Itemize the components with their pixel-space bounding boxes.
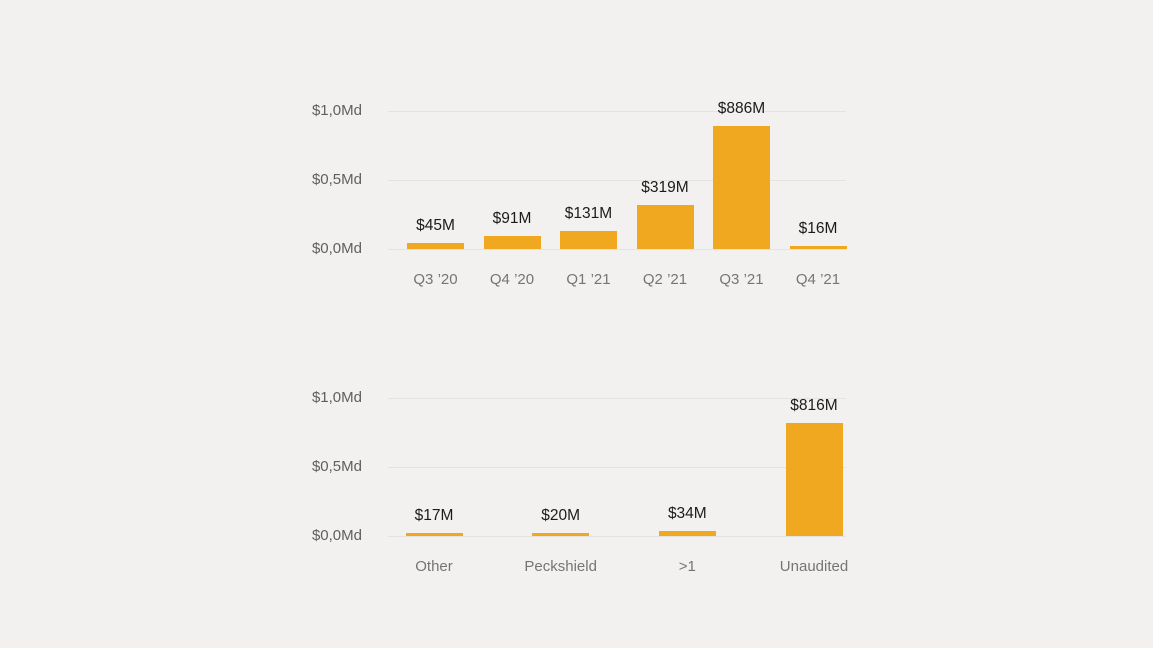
bar (713, 126, 770, 249)
x-axis-label: Q1 ’21 (566, 271, 611, 288)
gridline (388, 249, 846, 250)
bar-value-label: $34M (667, 505, 707, 522)
x-axis-label: Q4 ’20 (489, 271, 535, 288)
bar (785, 423, 843, 536)
bar-value-label: $319M (641, 179, 689, 196)
y-axis-tick-label: $1,0Md (311, 388, 362, 406)
x-axis-label: Q3 ’21 (719, 271, 764, 288)
y-axis-tick-label: $0,0Md (311, 527, 362, 544)
x-axis-label: Other (415, 558, 453, 575)
x-axis-label: >1 (678, 558, 696, 575)
bar-value-label: $20M (541, 507, 581, 524)
bar-value-label: $886M (717, 100, 766, 117)
bar-value-label: $17M (414, 507, 454, 524)
bar (636, 205, 694, 249)
y-axis-tick-label: $0,0Md (311, 240, 362, 257)
gridline (388, 466, 846, 468)
y-axis-tick-label: $0,5Md (311, 170, 362, 188)
bar (658, 531, 716, 536)
gridline (388, 536, 846, 537)
x-axis-label: Q2 ’21 (642, 271, 688, 288)
x-axis-label: Unaudited (779, 558, 849, 575)
bar-value-label: $91M (492, 210, 532, 227)
x-axis-label: Peckshield (524, 558, 597, 575)
bar (483, 236, 541, 249)
bar (560, 231, 617, 249)
x-axis-label: Q4 ’21 (795, 271, 841, 288)
y-axis-tick-label: $0,5Md (311, 457, 362, 475)
bar-value-label: $131M (564, 205, 613, 222)
bar-value-label: $16M (798, 220, 838, 237)
bar-value-label: $45M (416, 217, 455, 234)
bar (405, 533, 463, 536)
gridline (388, 110, 846, 112)
y-axis-tick-label: $1,0Md (311, 101, 362, 119)
bar (789, 246, 847, 249)
bar (407, 243, 464, 249)
bar (532, 533, 590, 536)
x-axis-label: Q3 ’20 (413, 271, 458, 288)
gridline (388, 179, 846, 181)
gridline (388, 397, 846, 399)
bar-value-label: $816M (790, 397, 838, 414)
